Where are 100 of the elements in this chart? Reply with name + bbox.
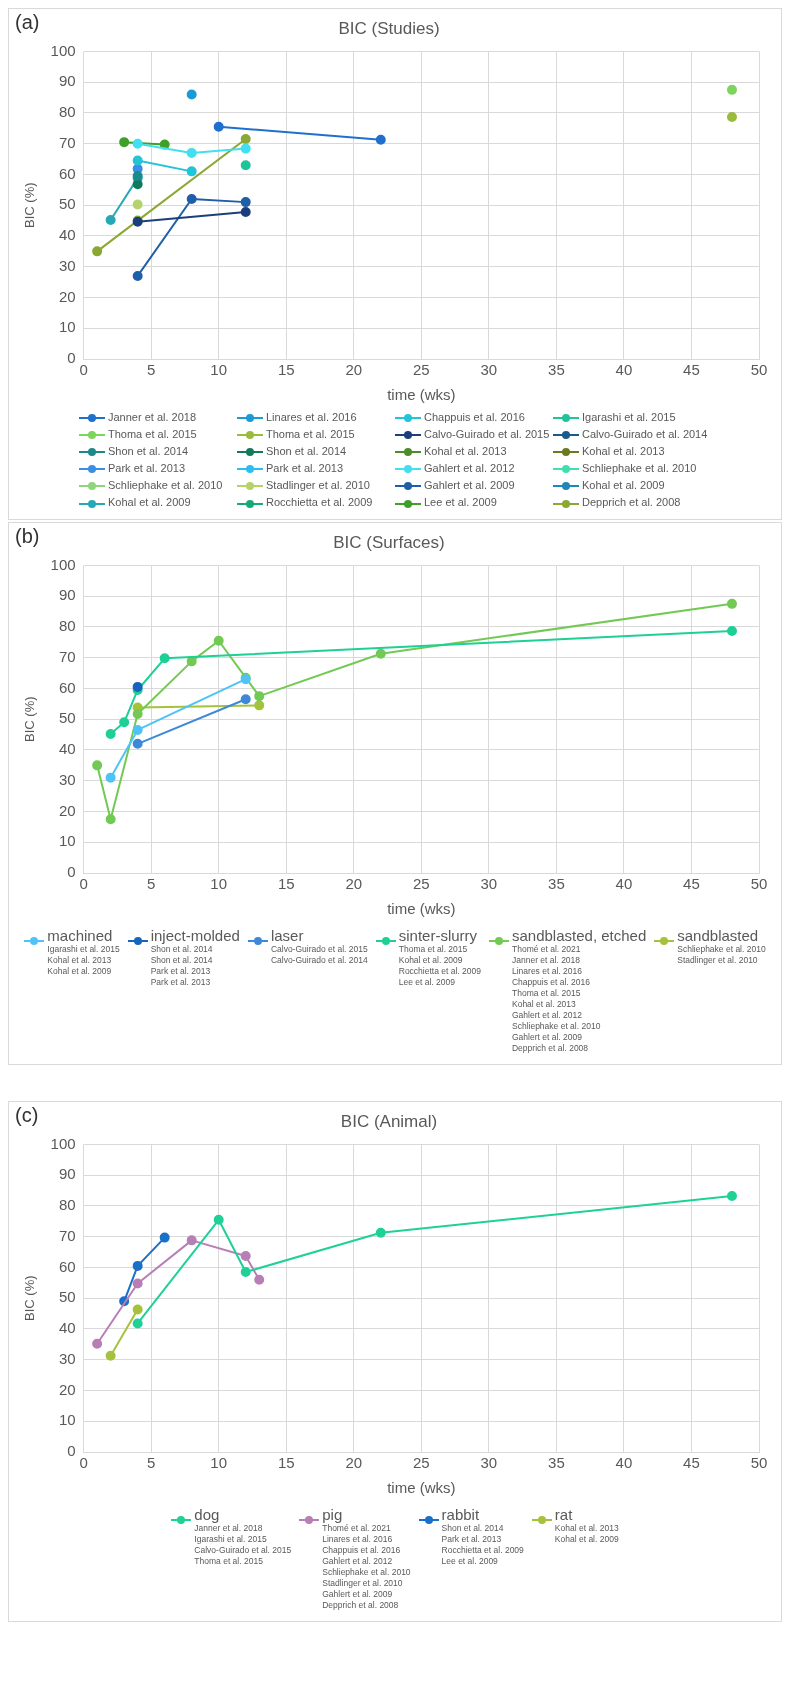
legend-label: sandblasted, etched (511, 926, 647, 944)
y-tick-label: 60 (58, 164, 76, 182)
legend-label: Kohal et al. 2013 (582, 445, 665, 458)
legend-label: Kohal et al. 2013 (424, 445, 507, 458)
x-axis-title: time (wks) (387, 899, 456, 917)
legend-label: Kohal et al. 2009 (582, 479, 665, 492)
chart-title: BIC (Animal) (340, 1111, 438, 1131)
x-axis-title: time (wks) (387, 386, 456, 404)
x-tick-label: 40 (615, 874, 633, 892)
x-tick-label: 30 (480, 874, 498, 892)
x-axis-title: time (wks) (387, 1478, 456, 1496)
text: Janner et al. 2018 Igarashi et al. 2015 Calvo-Guirado et al. 2015 Thoma et al. 2015 (194, 1522, 292, 1567)
x-tick-label: 20 (345, 361, 363, 379)
x-tick-label: 0 (79, 1453, 88, 1471)
text: Thomé et al. 2021 Janner et al. 2018 Linares et al. 2016 Chappuis et al. 2016 Thoma et al. 2015 Kohal et al. 2013 Gahlert et al. 2012 Schliephake et al. 2010 Gahlert et al. 2009 Depprich et al. 2008 (511, 943, 601, 1053)
y-tick-label: 80 (58, 1195, 76, 1213)
legend-label: Janner et al. 2018 (108, 411, 197, 423)
text: Shon et al. 2014 Park et al. 2013 Rocchietta et al. 2009 Lee et al. 2009 (441, 1522, 524, 1567)
text: Thomé et al. 2021 Linares et al. 2016 Chappuis et al. 2016 Gahlert et al. 2012 Schliephake et al. 2010 Stadlinger et al. 2010 Gahlert et al. 2009 Depprich et al. 2008 (322, 1522, 411, 1611)
y-tick-label: 70 (58, 1226, 76, 1244)
x-tick-label: 20 (345, 1453, 363, 1471)
y-tick-label: 10 (58, 1410, 76, 1428)
legend-label: Stadlinger et al. 2010 (266, 479, 370, 492)
x-tick-label: 5 (146, 1453, 156, 1471)
x-tick-label: 50 (750, 874, 768, 892)
y-tick-label: 50 (58, 195, 76, 213)
y-tick-label: 0 (67, 862, 76, 880)
x-tick-label: 5 (146, 361, 156, 379)
y-tick-label: 70 (58, 647, 76, 665)
legend-label: sandblasted (677, 926, 760, 944)
x-tick-label: 30 (480, 1453, 498, 1471)
chart-title: BIC (Surfaces) (333, 532, 445, 552)
legend-label: Chappuis et al. 2016 (424, 411, 525, 423)
legend-label: machined (47, 926, 114, 944)
x-tick-label: 10 (210, 874, 228, 892)
legend-label: Park et al. 2013 (266, 462, 344, 475)
y-tick-label: 90 (58, 1164, 76, 1182)
y-tick-label: 90 (58, 72, 76, 90)
y-tick-label: 40 (58, 1318, 76, 1336)
x-tick-label: 20 (345, 874, 363, 892)
legend-label: Depprich et al. 2008 (582, 496, 681, 509)
text: Calvo-Guirado et al. 2015 Calvo-Guirado et al. 2014 (270, 943, 368, 966)
y-tick-label: 30 (58, 1349, 76, 1367)
y-tick-label: 40 (58, 739, 76, 757)
x-tick-label: 40 (615, 1453, 633, 1471)
y-tick-label: 90 (58, 585, 76, 603)
y-tick-label: 40 (58, 226, 76, 244)
y-tick-label: 100 (50, 1134, 76, 1152)
legend-label: Park et al. 2013 (108, 462, 186, 475)
text: (b) (15, 524, 40, 548)
legend-label: Gahlert et al. 2009 (424, 479, 515, 492)
legend-label: laser (270, 926, 305, 944)
legend-label: pig (322, 1505, 344, 1523)
y-tick-label: 80 (58, 103, 76, 121)
x-tick-label: 30 (480, 361, 498, 379)
x-tick-label: 45 (683, 361, 700, 379)
legend-label: Schliephake et al. 2010 (108, 479, 223, 492)
legend-label: Schliephake et al. 2010 (582, 462, 697, 475)
x-tick-label: 15 (277, 1453, 295, 1471)
y-tick-label: 0 (67, 349, 76, 367)
legend-label: Shon et al. 2014 (266, 445, 347, 458)
x-tick-label: 50 (750, 1453, 768, 1471)
legend-label: inject-molded (150, 926, 240, 944)
y-axis-title: BIC (%) (22, 696, 38, 742)
y-tick-label: 100 (50, 555, 76, 573)
x-tick-label: 35 (548, 361, 565, 379)
legend-label: Shon et al. 2014 (108, 445, 189, 458)
y-tick-label: 20 (58, 801, 76, 819)
y-tick-label: 50 (58, 708, 76, 726)
x-tick-label: 0 (79, 874, 88, 892)
legend-label: Calvo-Guirado et al. 2014 (582, 428, 708, 441)
y-tick-label: 60 (58, 678, 76, 696)
y-tick-label: 80 (58, 616, 76, 634)
legend-label: Kohal et al. 2009 (108, 496, 191, 509)
chart-title: BIC (Studies) (338, 18, 440, 38)
text: Thoma et al. 2015 Kohal et al. 2009 Rocchietta et al. 2009 Lee et al. 2009 (398, 943, 481, 988)
legend-label: Thoma et al. 2015 (108, 428, 197, 441)
x-tick-label: 45 (683, 874, 700, 892)
legend-label: Calvo-Guirado et al. 2015 (424, 428, 550, 441)
y-tick-label: 20 (58, 287, 76, 305)
text: Schliephake et al. 2010 Stadlinger et al. 2010 (677, 943, 766, 966)
y-tick-label: 30 (58, 770, 76, 788)
x-tick-label: 50 (750, 361, 768, 379)
text: Shon et al. 2014 Shon et al. 2014 Park et al. 2013 Park et al. 2013 (150, 943, 213, 988)
legend-label: dog (194, 1505, 221, 1523)
y-tick-label: 20 (58, 1380, 76, 1398)
y-tick-label: 60 (58, 1257, 76, 1275)
legend-label: Rocchietta et al. 2009 (266, 496, 373, 509)
y-tick-label: 10 (58, 318, 76, 336)
y-tick-label: 70 (58, 133, 76, 151)
x-tick-label: 5 (146, 874, 156, 892)
x-tick-label: 15 (277, 361, 295, 379)
legend-label: rabbit (441, 1505, 481, 1523)
y-tick-label: 50 (58, 1287, 76, 1305)
legend-label: Thoma et al. 2015 (266, 428, 355, 441)
text: (a) (15, 11, 40, 34)
legend-label: rat (554, 1505, 574, 1523)
x-tick-label: 35 (548, 874, 565, 892)
x-tick-label: 25 (412, 1453, 430, 1471)
y-tick-label: 30 (58, 256, 76, 274)
